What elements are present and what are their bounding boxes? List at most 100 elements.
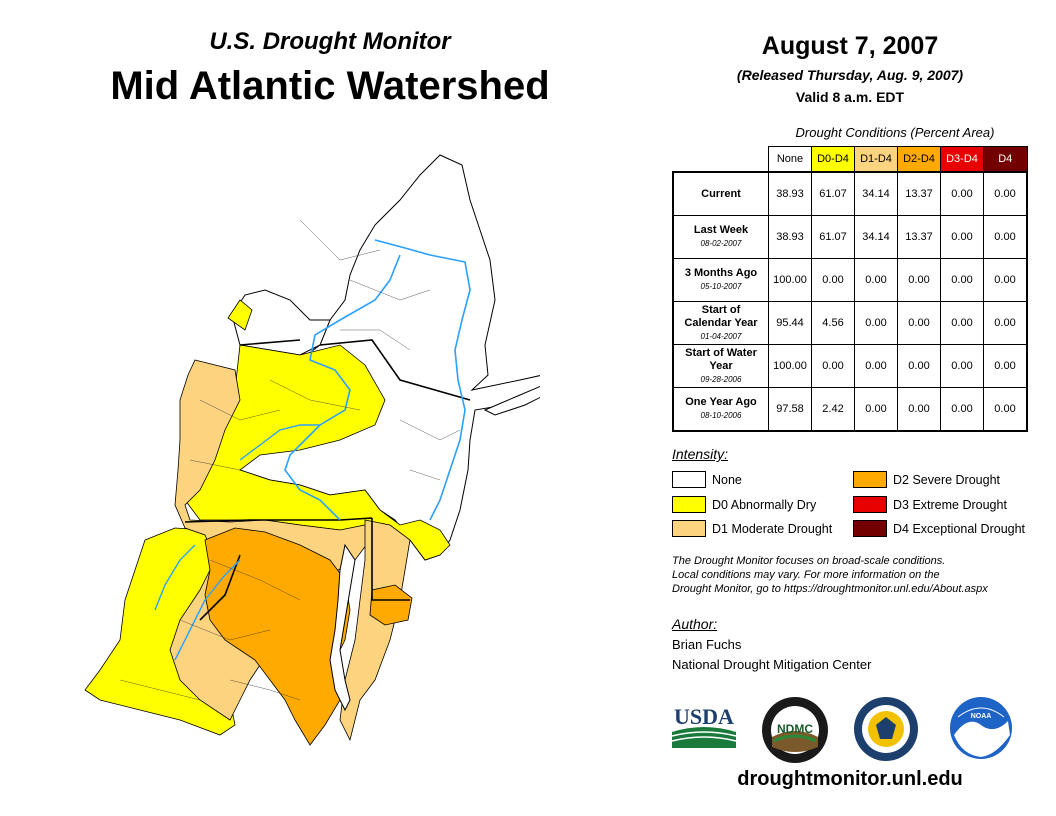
row-label-text: One Year Ago (685, 396, 757, 408)
row-date: 08-10-2006 (700, 411, 742, 420)
map-river-west-branch (239, 424, 320, 461)
table-cell: 0.00 (983, 344, 1028, 388)
note-line: The Drought Monitor focuses on broad-sca… (672, 555, 946, 567)
row-label-text: 3 Months Ago (684, 267, 758, 279)
legend-label: D1 Moderate Drought (712, 521, 833, 536)
legend-label: D2 Severe Drought (893, 472, 1001, 487)
column-header-none: None (768, 146, 812, 173)
column-header-d4: D4 (983, 146, 1028, 173)
usda-logo-text: USDA (674, 704, 734, 729)
legend-item-d0: D0 Abnormally Dry (672, 496, 816, 513)
table-row: Last Week 08-02-2007 38.93 61.07 34.14 13.37 0… (672, 215, 1028, 259)
map-subtitle: U.S. Drought Monitor (209, 28, 451, 55)
table-cell: 34.14 (854, 215, 898, 259)
legend-label: D3 Extreme Drought (893, 497, 1007, 512)
column-header-d2-d4: D2-D4 (897, 146, 941, 173)
row-label-text: Start of Water Year (685, 346, 757, 372)
row-label: Last Week 08-02-2007 (672, 215, 769, 259)
legend-swatch (853, 471, 887, 488)
table-cell: 61.07 (811, 215, 855, 259)
table-cell: 100.00 (768, 344, 812, 388)
ndmc-logo-icon: NDMC (762, 697, 828, 763)
row-date: 09-28-2006 (700, 374, 742, 384)
table-cell: 0.00 (983, 301, 1028, 345)
legend-title: Intensity: (672, 446, 729, 462)
commerce-seal-icon (854, 697, 918, 761)
legend-item-none: None (672, 471, 742, 488)
legend-swatch (853, 520, 887, 537)
table-header-row: None D0-D4 D1-D4 D2-D4 D3-D4 D4 (673, 146, 1028, 173)
table-cell: 0.00 (854, 387, 898, 432)
drought-conditions-table: None D0-D4 D1-D4 D2-D4 D3-D4 D4 Current 3… (672, 146, 1028, 432)
row-label: One Year Ago 08-10-2006 (672, 387, 769, 432)
row-label-text: Start of Calendar Year (684, 303, 758, 329)
table-cell: 0.00 (940, 215, 984, 259)
map-river-potomac (154, 544, 241, 661)
row-label-text: Current (701, 187, 741, 200)
map-region-d1-se (339, 519, 411, 742)
disclaimer-note: The Drought Monitor focuses on broad-sca… (672, 554, 1042, 596)
table-row: Current 38.93 61.07 34.14 13.37 0.00 0.00 (672, 171, 1028, 216)
table-cell: 4.56 (811, 301, 855, 345)
table-cell: 95.44 (768, 301, 812, 345)
table-header-blank (673, 147, 769, 173)
legend-item-d2: D2 Severe Drought (853, 471, 1000, 488)
table-cell: 100.00 (768, 258, 812, 302)
legend-swatch (672, 471, 706, 488)
table-cell: 0.00 (940, 387, 984, 432)
row-label: Current (672, 171, 769, 216)
map-region-d0-nw (227, 299, 253, 331)
legend-item-d3: D3 Extreme Drought (853, 496, 1007, 513)
table-cell: 13.37 (897, 215, 941, 259)
row-date: 08-02-2007 (700, 239, 742, 248)
row-date: 01-04-2007 (700, 331, 742, 341)
author-organization: National Drought Mitigation Center (672, 657, 872, 672)
row-date: 05-10-2007 (700, 282, 742, 291)
table-cell: 0.00 (811, 344, 855, 388)
map-long-island (483, 385, 540, 416)
table-cell: 2.42 (811, 387, 855, 432)
ndmc-logo-text: NDMC (777, 722, 813, 736)
legend-label: D0 Abnormally Dry (712, 497, 817, 512)
map-river (374, 239, 471, 521)
legend-label: None (712, 472, 742, 487)
map-county-lines (119, 219, 461, 701)
map-chesapeake-bay (329, 543, 356, 712)
table-cell: 0.00 (940, 344, 984, 388)
website-url: droughtmonitor.unl.edu (737, 768, 963, 790)
map-river-susquehanna (284, 254, 401, 521)
table-cell: 38.93 (768, 171, 812, 216)
table-row: Start of Calendar Year 01-04-2007 95.44 4.5… (672, 301, 1028, 345)
table-cell: 97.58 (768, 387, 812, 432)
table-cell: 61.07 (811, 171, 855, 216)
table-cell: 0.00 (940, 171, 984, 216)
legend-swatch (672, 520, 706, 537)
row-label: Start of Water Year 09-28-2006 (672, 344, 769, 388)
row-label: Start of Calendar Year 01-04-2007 (672, 301, 769, 345)
note-line: Drought Monitor, go to https://droughtmo… (672, 583, 988, 595)
table-cell: 34.14 (854, 171, 898, 216)
row-label: 3 Months Ago 05-10-2007 (672, 258, 769, 302)
table-cell: 0.00 (854, 301, 898, 345)
legend-swatch (672, 496, 706, 513)
table-cell: 0.00 (854, 344, 898, 388)
legend-item-d4: D4 Exceptional Drought (853, 520, 1025, 537)
map-region-d0 (184, 344, 451, 561)
drought-map (84, 154, 540, 746)
table-cell: 0.00 (983, 171, 1028, 216)
table-cell: 0.00 (854, 258, 898, 302)
noaa-logo-text: NOAA (971, 713, 992, 720)
table-cell: 38.93 (768, 215, 812, 259)
table-cell: 0.00 (940, 301, 984, 345)
table-cell: 0.00 (811, 258, 855, 302)
note-line: Local conditions may vary. For more info… (672, 569, 940, 581)
valid-time: Valid 8 a.m. EDT (795, 89, 905, 105)
table-cell: 0.00 (983, 387, 1028, 432)
table-cell: 0.00 (897, 301, 941, 345)
table-caption: Drought Conditions (Percent Area) (795, 125, 995, 140)
map-date: August 7, 2007 (761, 32, 939, 60)
table-row: 3 Months Ago 05-10-2007 100.00 0.00 0.00 0.00… (672, 258, 1028, 302)
noaa-logo-icon: NOAA (950, 697, 1012, 759)
legend-label: D4 Exceptional Drought (893, 521, 1026, 536)
table-cell: 0.00 (983, 215, 1028, 259)
